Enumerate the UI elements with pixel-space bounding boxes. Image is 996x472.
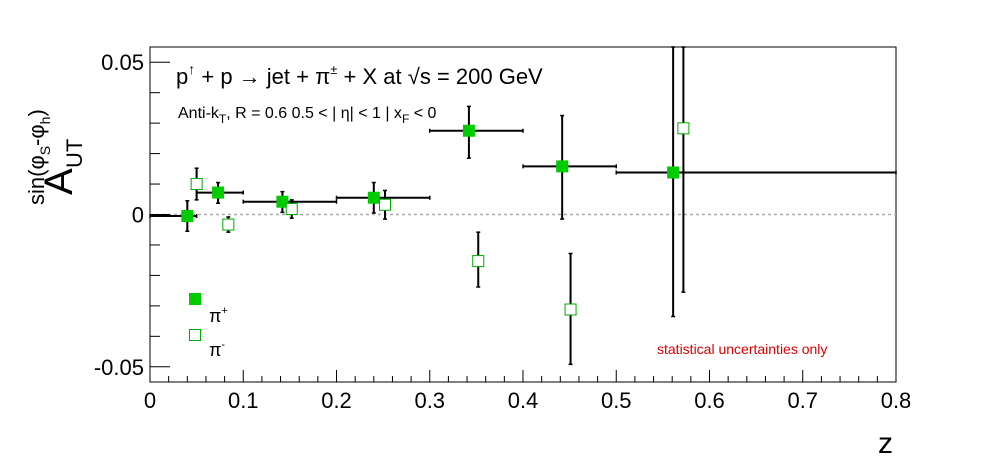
statistical-note: statistical uncertainties only — [657, 341, 827, 357]
marker-open-square — [378, 198, 391, 211]
marker-filled-square — [462, 124, 475, 137]
marker-filled-square — [556, 160, 569, 173]
data-point — [242, 190, 338, 214]
data-point — [615, 46, 897, 318]
marker-open-square — [285, 203, 298, 216]
chart-title: p↑ + p → jet + π± + X at √s = 200 GeV — [176, 61, 543, 89]
chart-subtitle: Anti-kT, R = 0.6 0.5 < | η| < 1 | xF < 0 — [178, 105, 437, 126]
x-tick-label: 0.1 — [228, 388, 259, 413]
legend-marker-pi-plus — [189, 293, 201, 305]
x-tick-label: 0.2 — [321, 388, 352, 413]
data-point — [522, 114, 617, 220]
marker-open-square — [677, 122, 690, 135]
series-layer — [149, 46, 897, 366]
data-point — [335, 181, 431, 214]
data-point — [195, 181, 244, 204]
y-axis: -0.05 0 0.05 — [94, 50, 170, 380]
data-point — [149, 200, 198, 232]
data-point — [564, 252, 577, 366]
y-tick-label: -0.05 — [94, 355, 144, 380]
x-axis-label: z — [878, 427, 893, 460]
legend-label-pi-minus: π- — [209, 339, 225, 360]
data-point — [190, 167, 203, 201]
data-point — [378, 189, 391, 220]
x-tick-label: 0.4 — [508, 388, 539, 413]
legend: π+ π- — [189, 293, 228, 360]
x-tick-label: 0.3 — [414, 388, 445, 413]
x-tick-label: 0 — [144, 388, 156, 413]
marker-filled-square — [667, 166, 680, 179]
marker-filled-square — [367, 191, 380, 204]
legend-marker-pi-minus — [189, 329, 201, 341]
legend-label-pi-plus: π+ — [209, 305, 228, 326]
data-point — [472, 231, 485, 288]
data-point — [222, 216, 235, 233]
marker-filled-square — [181, 210, 194, 223]
y-axis-label-sup: sin(φS-φh) — [24, 109, 53, 205]
marker-open-square — [190, 178, 203, 191]
marker-open-square — [564, 303, 577, 316]
data-point — [285, 199, 298, 219]
marker-filled-square — [276, 195, 289, 208]
y-tick-label: 0.05 — [101, 50, 144, 75]
x-tick-label: 0.5 — [601, 388, 632, 413]
series-pi-plus — [149, 46, 897, 318]
x-tick-label: 0.8 — [881, 388, 912, 413]
data-point — [677, 46, 690, 293]
x-tick-label: 0.7 — [787, 388, 818, 413]
y-tick-label: 0 — [132, 203, 144, 228]
y-axis-label-sub: UT — [62, 139, 87, 168]
marker-filled-square — [212, 186, 225, 199]
marker-open-square — [472, 255, 485, 268]
marker-open-square — [222, 218, 235, 231]
x-tick-label: 0.6 — [694, 388, 725, 413]
y-axis-label-main: A — [37, 168, 81, 195]
y-axis-label: A UT sin(φS-φh) — [24, 109, 87, 205]
data-point — [429, 105, 524, 159]
series-pi-minus — [190, 46, 690, 366]
x-axis: 0 0.1 0.2 0.3 0.4 0.5 0.6 0.7 0.8 — [144, 370, 911, 413]
